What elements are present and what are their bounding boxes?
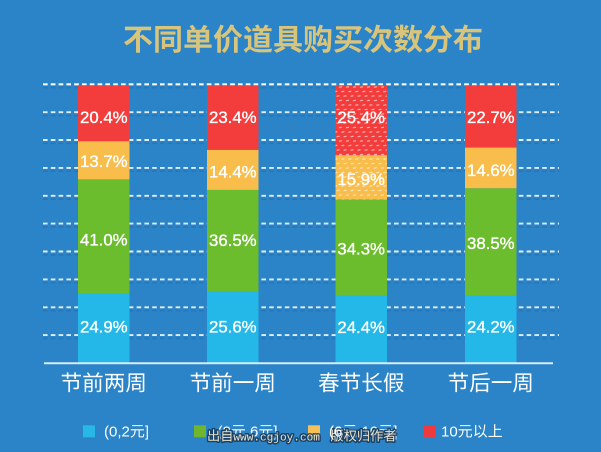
svg-text:14.4%: 14.4% [209,163,257,182]
svg-text:36.5%: 36.5% [209,231,257,250]
svg-text:www.cgjoy.com: www.cgjoy.com [233,433,320,445]
svg-text:24.9%: 24.9% [80,318,128,337]
svg-text:14.6%: 14.6% [467,161,515,180]
svg-text:]: ] [145,424,149,441]
svg-text:25.6%: 25.6% [209,318,257,337]
svg-text:22.7%: 22.7% [467,108,515,127]
svg-text:15.9%: 15.9% [337,170,385,189]
svg-text:24.4%: 24.4% [337,318,385,337]
svg-text:10: 10 [441,424,458,441]
svg-text:41.0%: 41.0% [80,231,128,250]
svg-text:(0,2: (0,2 [104,424,130,441]
svg-text:]: ] [273,424,277,441]
svg-text:23.4%: 23.4% [209,108,257,127]
svg-text:25.4%: 25.4% [337,108,385,127]
svg-text:38.5%: 38.5% [467,234,515,253]
svg-text:www.cgjoy.com: www.cgjoy.com [233,433,320,445]
svg-text:13.7%: 13.7% [80,152,128,171]
svg-text:,6: ,6 [246,424,259,441]
svg-text:34.3%: 34.3% [337,240,385,259]
svg-text:20.4%: 20.4% [80,108,128,127]
svg-text:(6: (6 [329,424,342,441]
svg-text:24.2%: 24.2% [467,318,515,337]
